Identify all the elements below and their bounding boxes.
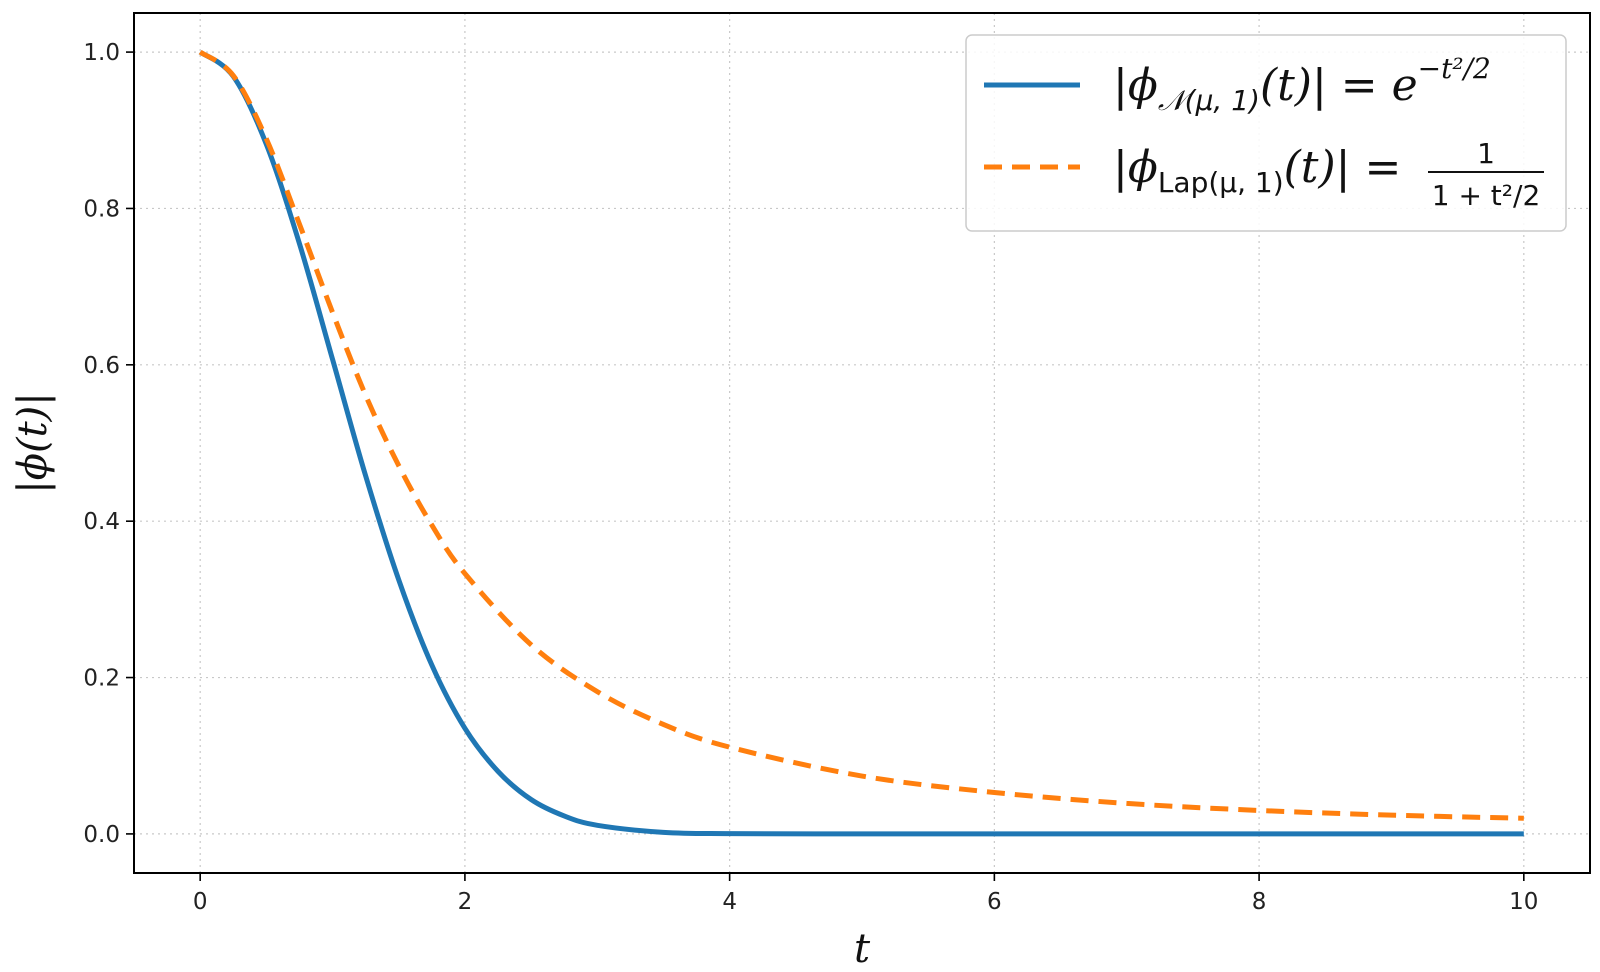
series-line-laplace bbox=[198, 49, 1524, 821]
legend-box bbox=[965, 34, 1567, 232]
x-tick-label: 4 bbox=[722, 889, 737, 915]
plot-frame bbox=[133, 12, 1591, 874]
legend: |ϕ𝒩(μ, 1)(t)| = e−t²/2 |ϕLap(μ, 1)(t)| =… bbox=[965, 34, 1567, 232]
x-axis-label: t bbox=[854, 926, 871, 972]
legend-entry-normal: |ϕ𝒩(μ, 1)(t)| = e−t²/2 bbox=[1113, 52, 1491, 117]
ticks: 0 2 4 6 8 10 0.0 0.2 0.4 0.6 0.8 1.0 bbox=[83, 40, 1538, 915]
series-layer bbox=[198, 49, 1524, 837]
legend-fraction-denominator: 1 + t²/2 bbox=[1432, 179, 1541, 212]
x-tick-label: 8 bbox=[1252, 889, 1267, 915]
series-line-normal bbox=[198, 49, 1524, 837]
legend-entry-laplace: |ϕLap(μ, 1)(t)| = bbox=[1113, 142, 1401, 199]
y-axis-label: |ϕ(t)| bbox=[10, 392, 56, 494]
legend-fraction-numerator: 1 bbox=[1477, 137, 1495, 170]
y-tick-label: 1.0 bbox=[83, 40, 120, 66]
y-tick-label: 0.0 bbox=[83, 822, 120, 848]
x-tick-label: 2 bbox=[458, 889, 473, 915]
x-tick-label: 10 bbox=[1509, 889, 1538, 915]
x-tick-label: 6 bbox=[987, 889, 1002, 915]
y-tick-label: 0.2 bbox=[83, 666, 120, 692]
y-tick-label: 0.6 bbox=[83, 353, 120, 379]
x-tick-label: 0 bbox=[193, 889, 208, 915]
y-tick-label: 0.8 bbox=[83, 196, 120, 222]
y-tick-label: 0.4 bbox=[83, 509, 120, 535]
